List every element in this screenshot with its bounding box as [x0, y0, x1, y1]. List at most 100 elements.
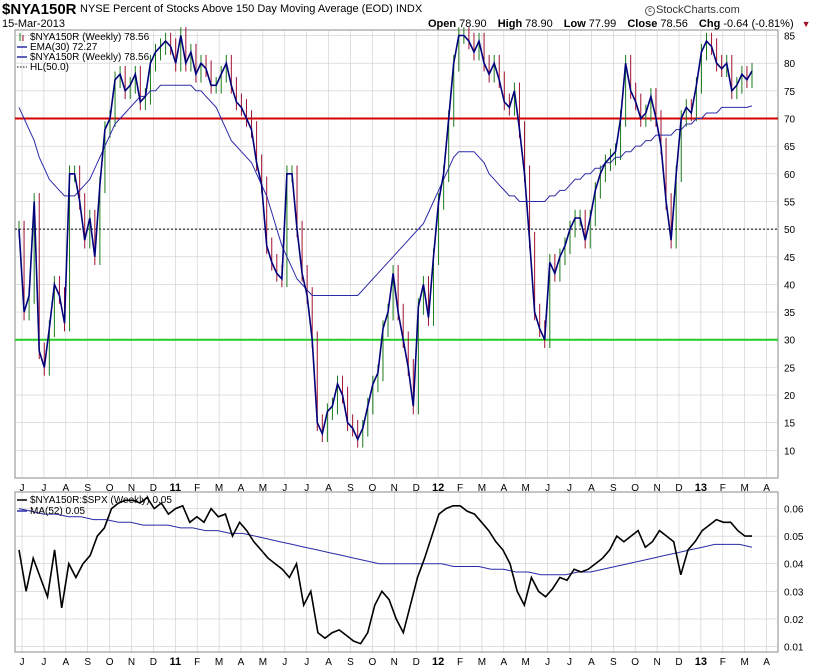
- y-tick-label: 20: [784, 391, 796, 402]
- ohlc-readout: Open 78.90 High 78.90 Low 77.99 Close 78.56 …: [428, 18, 811, 30]
- x-tick-label: D: [150, 483, 157, 494]
- legend-entry: $NYA150R (Weekly) 78.56: [30, 32, 150, 43]
- x-tick-label: J: [567, 657, 572, 668]
- x-tick-label: O: [106, 657, 114, 668]
- low-label: Low: [563, 18, 586, 30]
- x-tick-label: M: [259, 483, 267, 494]
- y-tick-label: 35: [784, 308, 796, 319]
- y-tick-label: 70: [784, 114, 796, 125]
- x-tick-label: A: [763, 657, 770, 668]
- x-tick-label: F: [720, 483, 726, 494]
- x-tick-label: N: [391, 483, 398, 494]
- x-tick-label: N: [391, 657, 398, 668]
- close-value: 78.56: [660, 18, 688, 30]
- y-tick-label: 50: [784, 225, 796, 236]
- x-tick-label: S: [610, 657, 617, 668]
- chg-value: -0.64 (-0.81%): [723, 18, 794, 30]
- symbol-description: NYSE Percent of Stocks Above 150 Day Mov…: [80, 3, 423, 15]
- x-tick-label: O: [631, 657, 639, 668]
- x-tick-label: M: [741, 657, 749, 668]
- x-tick-label: 11: [169, 482, 181, 494]
- x-tick-label: M: [259, 657, 267, 668]
- ratio-line: [18, 496, 752, 645]
- x-tick-label: J: [282, 483, 287, 494]
- x-tick-label: A: [238, 483, 245, 494]
- x-tick-label: 12: [432, 656, 444, 668]
- x-tick-label: A: [588, 483, 595, 494]
- lower-panel: [14, 491, 779, 653]
- x-tick-label: M: [522, 657, 530, 668]
- high-value: 78.90: [525, 18, 553, 30]
- x-tick-label: D: [413, 657, 420, 668]
- x-tick-label: S: [347, 483, 354, 494]
- x-tick-label: O: [369, 483, 377, 494]
- chg-label: Chg: [698, 18, 721, 30]
- x-tick-label: F: [720, 657, 726, 668]
- x-tick-label: J: [304, 657, 309, 668]
- x-tick-label: D: [413, 483, 420, 494]
- x-tick-label: J: [41, 657, 46, 668]
- legend-entry: $NYA150R (Weekly) 78.56: [30, 52, 150, 63]
- x-tick-label: J: [545, 657, 550, 668]
- y-tick-label: 65: [784, 142, 796, 153]
- y-tick-label: 15: [784, 419, 796, 430]
- x-tick-label: J: [41, 483, 46, 494]
- x-tick-label: N: [128, 483, 135, 494]
- y-tick-label: 30: [784, 336, 796, 347]
- legend-entry: HL(50.0): [30, 62, 69, 73]
- y-tick-label: 55: [784, 197, 796, 208]
- x-tick-label: M: [478, 483, 486, 494]
- open-label: Open: [428, 18, 457, 30]
- y-tick-label: 10: [784, 446, 796, 457]
- x-tick-label: A: [500, 657, 507, 668]
- down-arrow-icon: ▼: [801, 19, 811, 29]
- y-tick-label: 0.03: [784, 587, 804, 598]
- x-tick-label: A: [325, 657, 332, 668]
- x-tick-label: N: [653, 657, 660, 668]
- x-tick-label: M: [741, 483, 749, 494]
- high-label: High: [497, 18, 523, 30]
- x-tick-label: S: [84, 657, 91, 668]
- legend-entry: $NYA150R:$SPX (Weekly) 0.05: [30, 495, 172, 506]
- ema-line: [18, 84, 753, 296]
- x-tick-label: N: [128, 657, 135, 668]
- x-tick-label: A: [238, 657, 245, 668]
- x-tick-label: S: [84, 483, 91, 494]
- symbol-title: $NYA150R: [2, 1, 77, 18]
- legend-entry: MA(52) 0.05: [30, 506, 85, 517]
- brand-text: StockCharts.com: [656, 4, 740, 16]
- chart-header: $NYA150R NYSE Percent of Stocks Above 15…: [0, 0, 820, 34]
- close-label: Close: [627, 18, 658, 30]
- x-tick-label: M: [215, 657, 223, 668]
- main-panel: [14, 29, 779, 479]
- x-tick-label: O: [369, 657, 377, 668]
- x-tick-label: S: [610, 483, 617, 494]
- x-tick-label: J: [282, 657, 287, 668]
- x-tick-label: J: [545, 483, 550, 494]
- x-tick-label: D: [675, 483, 682, 494]
- x-tick-label: A: [588, 657, 595, 668]
- brand-logo[interactable]: c StockCharts.com: [645, 4, 740, 16]
- x-tick-label: 13: [695, 482, 707, 494]
- x-tick-label: D: [150, 657, 157, 668]
- x-tick-label: J: [304, 483, 309, 494]
- x-tick-label: A: [62, 483, 69, 494]
- ratio-ma-line: [18, 508, 753, 576]
- chart-date: 15-Mar-2013: [2, 18, 65, 30]
- copyright-icon: c: [645, 6, 655, 16]
- y-tick-label: 0.02: [784, 615, 804, 626]
- y-tick-label: 0.04: [784, 560, 804, 571]
- y-tick-label: 40: [784, 280, 796, 291]
- x-tick-label: O: [106, 483, 114, 494]
- x-tick-label: M: [478, 657, 486, 668]
- x-tick-label: A: [62, 657, 69, 668]
- x-tick-label: 11: [169, 656, 181, 668]
- y-tick-label: 80: [784, 59, 796, 70]
- y-tick-label: 85: [784, 32, 796, 43]
- x-tick-label: J: [20, 657, 25, 668]
- x-tick-label: S: [347, 657, 354, 668]
- y-tick-label: 75: [784, 87, 796, 98]
- y-tick-label: 0.06: [784, 505, 804, 516]
- y-tick-label: 0.05: [784, 532, 804, 543]
- x-tick-label: J: [567, 483, 572, 494]
